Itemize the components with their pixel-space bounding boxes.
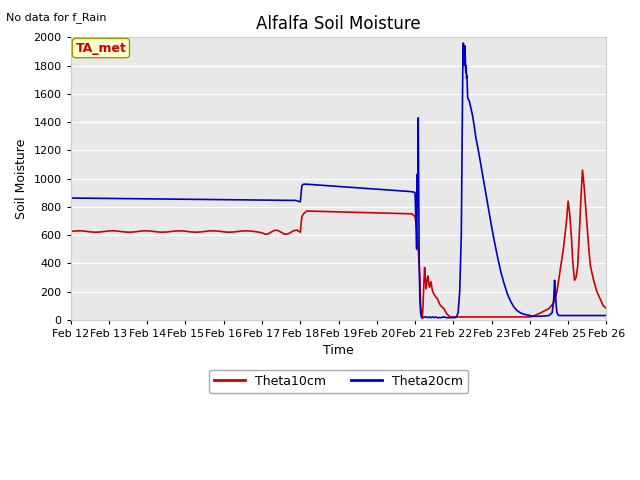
Theta20cm [459, 53, 467, 59]
Theta10cm [419, 315, 426, 321]
Theta10cm [579, 167, 586, 173]
Theta20cm [504, 291, 511, 297]
Theta10cm [537, 310, 545, 315]
Theta20cm [215, 197, 223, 203]
Theta20cm [432, 314, 440, 320]
Theta10cm [67, 228, 74, 234]
Theta20cm [460, 40, 467, 46]
Theta10cm [316, 208, 323, 214]
Legend: Theta10cm, Theta20cm: Theta10cm, Theta20cm [209, 370, 468, 393]
Theta20cm [529, 313, 537, 319]
Text: No data for f_Rain: No data for f_Rain [6, 12, 107, 23]
Theta10cm [298, 214, 306, 219]
Text: TA_met: TA_met [76, 42, 126, 55]
Theta10cm [602, 306, 610, 312]
Title: Alfalfa Soil Moisture: Alfalfa Soil Moisture [256, 15, 421, 33]
Theta20cm [419, 315, 427, 321]
Theta10cm [271, 228, 278, 233]
Line: Theta20cm: Theta20cm [70, 43, 606, 318]
Theta20cm [67, 195, 74, 201]
X-axis label: Time: Time [323, 344, 354, 357]
Y-axis label: Soil Moisture: Soil Moisture [15, 138, 28, 219]
Line: Theta10cm: Theta10cm [70, 170, 606, 318]
Theta20cm [602, 312, 610, 318]
Theta10cm [585, 246, 593, 252]
Theta20cm [422, 314, 430, 320]
Theta10cm [566, 211, 573, 217]
